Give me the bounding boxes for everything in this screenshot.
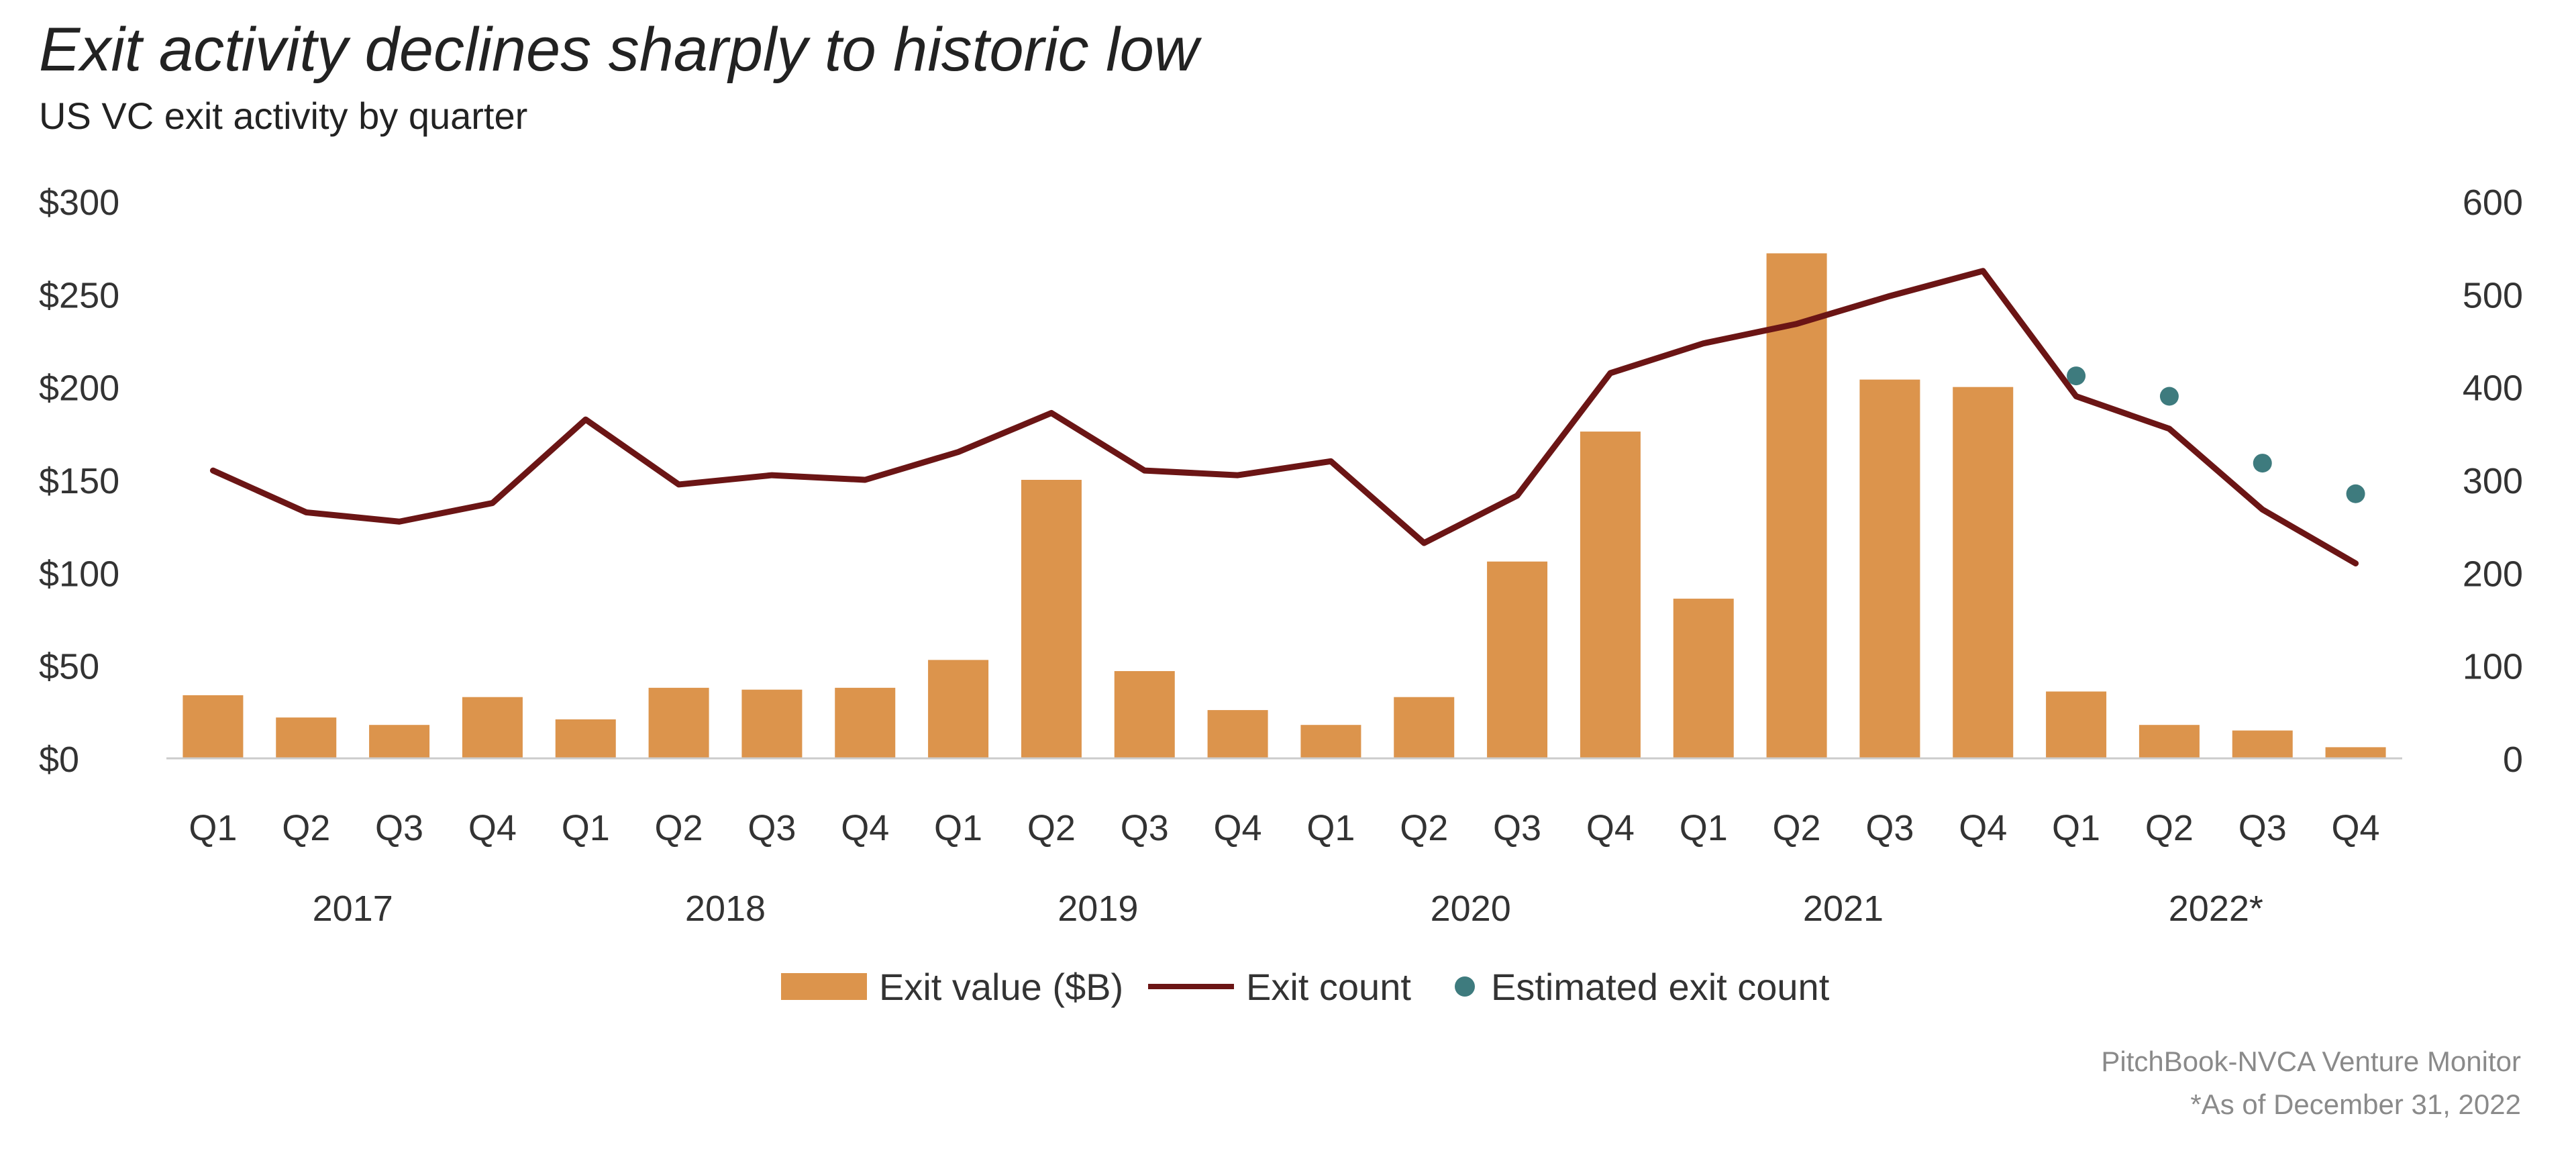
right-axis-tick-label: 400: [2463, 368, 2523, 409]
legend-exit-value: Exit value ($B): [781, 960, 1123, 1013]
exit-value-bar: [555, 719, 616, 758]
legend-exit-count: Exit count: [1148, 960, 1411, 1013]
quarter-tick-label: Q2: [1400, 808, 1448, 848]
estimated-exit-count-dot: [2159, 387, 2179, 406]
quarter-tick-label: Q1: [1306, 808, 1355, 848]
exit-value-bar: [1207, 710, 1268, 758]
exit-value-bar: [1580, 432, 1641, 758]
estimated-exit-count-dots: [2067, 366, 2365, 503]
left-axis-tick-label: $300: [39, 183, 119, 223]
left-axis-tick-label: $250: [39, 275, 119, 315]
year-labels: 2017 2018 2019 2020 2021 2022*: [313, 889, 2263, 929]
exit-value-bar: [648, 687, 709, 758]
legend-bar-swatch: [781, 973, 867, 1000]
quarter-tick-label: Q2: [1773, 808, 1821, 848]
quarter-tick-label: Q4: [1959, 808, 2007, 848]
exit-activity-chart: $0 $50 $100 $150 $200 $250 $300 0 100 200 300 400 5…: [39, 183, 2523, 929]
exit-value-bar: [1300, 725, 1361, 758]
year-tick-label: 2018: [685, 889, 766, 929]
right-axis-tick-label: 100: [2463, 647, 2523, 687]
left-axis-tick-label: $150: [39, 461, 119, 501]
quarter-tick-label: Q1: [1680, 808, 1728, 848]
left-axis-tick-label: $0: [39, 740, 79, 780]
year-tick-label: 2022*: [2169, 889, 2263, 929]
quarter-tick-label: Q4: [2332, 808, 2380, 848]
quarter-tick-label: Q1: [934, 808, 982, 848]
quarter-tick-label: Q4: [841, 808, 889, 848]
legend-exit-value-label: Exit value ($B): [879, 965, 1124, 1008]
quarter-tick-label: Q4: [1586, 808, 1635, 848]
exit-value-bar: [276, 717, 337, 758]
quarter-labels: Q1 Q2 Q3 Q4 Q1 Q2 Q3 Q4 Q1 Q2 Q3 Q4 Q1 Q2 Q3 Q4 Q1 Q2 Q3 Q4…: [189, 808, 2379, 848]
left-axis: $0 $50 $100 $150 $200 $250 $300: [39, 183, 119, 780]
exit-value-bars: [183, 253, 2386, 758]
left-axis-tick-label: $200: [39, 368, 119, 409]
legend-exit-count-label: Exit count: [1246, 965, 1411, 1008]
legend-dot-swatch: [1455, 976, 1475, 997]
right-axis-tick-label: 200: [2463, 554, 2523, 594]
legend-estimated-exit-count-label: Estimated exit count: [1491, 965, 1830, 1008]
legend-estimated-exit-count: Estimated exit count: [1455, 960, 1829, 1013]
quarter-tick-label: Q3: [1493, 808, 1541, 848]
quarter-tick-label: Q3: [1121, 808, 1169, 848]
quarter-tick-label: Q3: [748, 808, 796, 848]
right-axis-tick-label: 300: [2463, 461, 2523, 501]
legend: Exit value ($B) Exit count Estimated exi…: [0, 960, 2576, 1013]
footnote: *As of December 31, 2022: [2190, 1089, 2521, 1120]
quarter-tick-label: Q3: [375, 808, 423, 848]
exit-value-bar: [1953, 387, 2014, 758]
quarter-tick-label: Q3: [2238, 808, 2287, 848]
exit-value-bar: [462, 697, 523, 758]
right-axis-tick-label: 0: [2503, 740, 2523, 780]
quarter-tick-label: Q1: [562, 808, 610, 848]
exit-value-bar: [1487, 561, 1548, 758]
exit-value-bar: [928, 660, 989, 758]
exit-value-bar: [2046, 691, 2107, 758]
estimated-exit-count-dot: [2067, 366, 2086, 386]
legend-line-swatch: [1148, 984, 1234, 989]
quarter-tick-label: Q2: [282, 808, 330, 848]
exit-count-polyline: [209, 268, 2359, 566]
estimated-exit-count-dot: [2346, 484, 2365, 503]
quarter-tick-label: Q1: [189, 808, 237, 848]
source-note: PitchBook-NVCA Venture Monitor: [2101, 1046, 2521, 1077]
exit-value-bar: [2232, 730, 2293, 758]
exit-value-bar: [183, 695, 244, 758]
quarter-tick-label: Q4: [468, 808, 517, 848]
exit-value-bar: [835, 687, 896, 758]
exit-value-bar: [1021, 480, 1082, 758]
exit-value-bar: [369, 725, 430, 758]
year-tick-label: 2020: [1431, 889, 1511, 929]
quarter-tick-label: Q2: [2145, 808, 2194, 848]
exit-value-bar: [2139, 725, 2200, 758]
quarter-tick-label: Q1: [2052, 808, 2100, 848]
exit-value-bar: [2325, 747, 2386, 758]
quarter-tick-label: Q2: [655, 808, 703, 848]
exit-value-bar: [741, 689, 803, 758]
exit-value-bar: [1394, 697, 1455, 758]
quarter-tick-label: Q4: [1214, 808, 1262, 848]
quarter-tick-label: Q2: [1027, 808, 1076, 848]
exit-value-bar: [1114, 670, 1175, 758]
quarter-tick-label: Q3: [1865, 808, 1914, 848]
right-axis-tick-label: 500: [2463, 275, 2523, 315]
chart-subtitle: US VC exit activity by quarter: [39, 95, 528, 137]
right-axis: 0 100 200 300 400 500 600: [2463, 183, 2523, 780]
year-tick-label: 2019: [1058, 889, 1138, 929]
year-tick-label: 2017: [313, 889, 393, 929]
exit-value-bar: [1859, 379, 1920, 758]
exit-value-bar: [1766, 253, 1827, 758]
chart-title: Exit activity declines sharply to histor…: [39, 15, 1199, 84]
right-axis-tick-label: 600: [2463, 183, 2523, 223]
year-tick-label: 2021: [1803, 889, 1884, 929]
estimated-exit-count-dot: [2253, 454, 2272, 473]
exit-count-line: [209, 268, 2359, 566]
exit-value-bar: [1673, 599, 1734, 758]
left-axis-tick-label: $50: [39, 647, 99, 687]
left-axis-tick-label: $100: [39, 554, 119, 594]
